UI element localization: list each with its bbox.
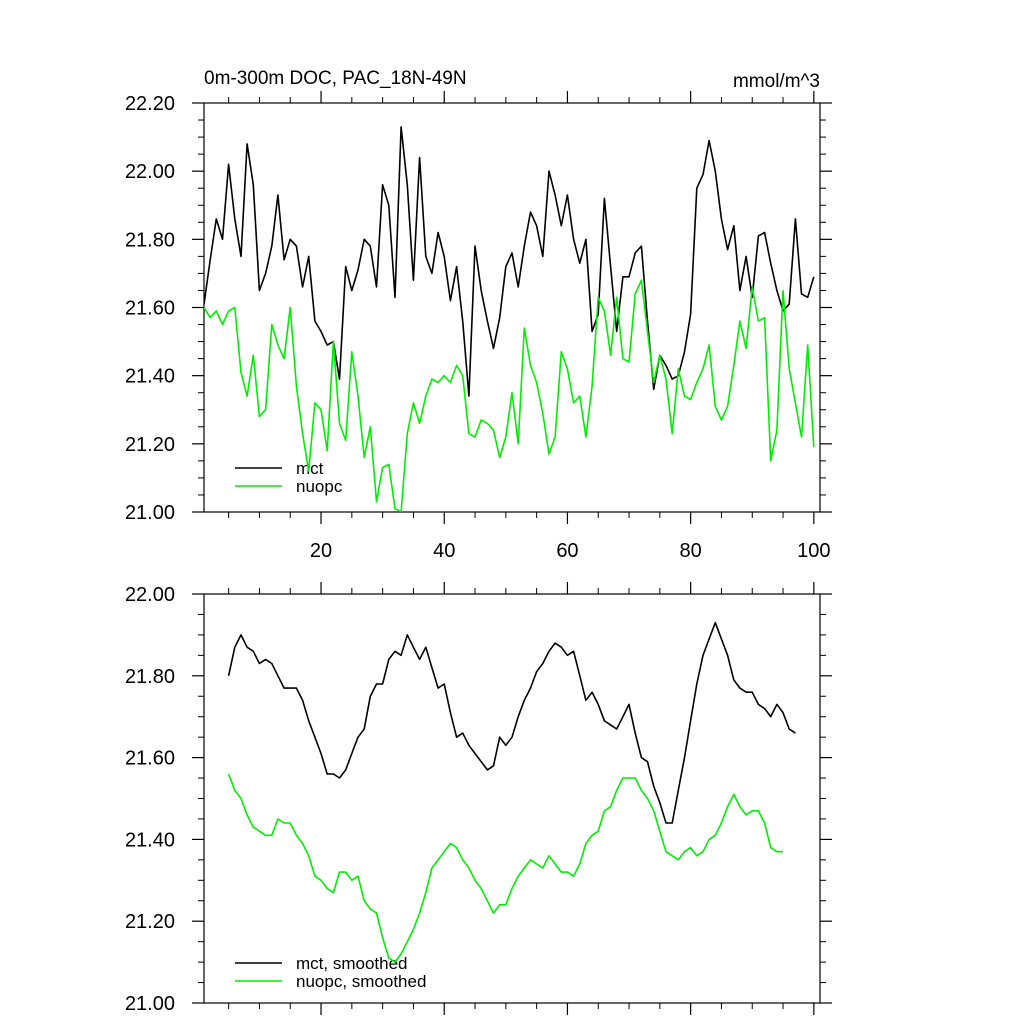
legend-label: nuopc xyxy=(296,477,343,496)
y-tick-label: 21.00 xyxy=(125,502,175,524)
series-line-mct xyxy=(204,126,815,397)
y-tick-label: 21.20 xyxy=(125,434,175,456)
series-line-nuopc xyxy=(204,279,815,512)
y-tick-label: 22.00 xyxy=(125,161,175,183)
bottom-plot: 21.00 21.20 21.40 21.60 21.80 22.00 mct, smoot… xyxy=(125,582,832,1015)
x-tick-label: 100 xyxy=(797,540,830,562)
y-tick-label: 21.60 xyxy=(125,298,175,320)
series-line-mct-smoothed xyxy=(227,621,796,824)
chart-units: mmol/m^3 xyxy=(733,71,820,92)
plot-frame xyxy=(203,102,821,513)
x-tick-label: 40 xyxy=(433,540,455,562)
y-tick-label: 21.60 xyxy=(125,748,175,770)
y-tick-label: 21.00 xyxy=(125,993,175,1015)
x-tick-label: 20 xyxy=(310,540,332,562)
y-tick-label: 21.40 xyxy=(125,829,175,851)
chart-title: 0m-300m DOC, PAC_18N-49N xyxy=(204,68,467,89)
legend-label: nuopc, smoothed xyxy=(296,972,426,991)
x-tick-label: 80 xyxy=(680,540,702,562)
y-tick-label: 21.20 xyxy=(125,911,175,933)
legend-label: mct, smoothed xyxy=(296,954,408,973)
x-tick-label: 60 xyxy=(556,540,578,562)
legend-label: mct xyxy=(296,459,324,478)
y-tick-label: 22.20 xyxy=(125,93,175,115)
top-plot: 21.00 21.20 21.40 21.60 21.80 22.00 22.20 20 40 6… xyxy=(125,91,832,562)
y-tick-label: 21.40 xyxy=(125,366,175,388)
series-line-nuopc-smoothed xyxy=(227,773,783,963)
y-tick-label: 21.80 xyxy=(125,666,175,688)
y-tick-label: 22.00 xyxy=(125,584,175,606)
y-tick-label: 21.80 xyxy=(125,229,175,251)
